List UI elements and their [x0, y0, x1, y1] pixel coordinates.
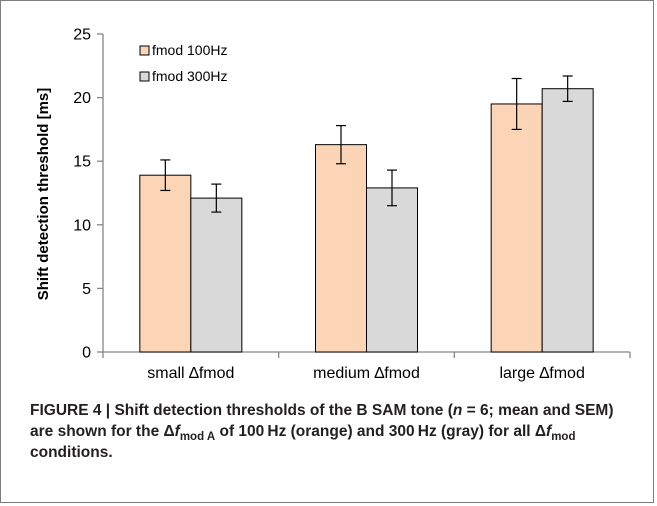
y-tick-label: 0: [82, 345, 91, 362]
legend-swatch: [139, 45, 150, 56]
bar: [490, 103, 543, 353]
caption-text-2: = 6; mean and SEM) are shown for the: [30, 402, 614, 440]
caption-text-4: conditions.: [30, 444, 113, 461]
y-tick-label: 15: [73, 154, 91, 171]
caption-delta-1: Δ: [163, 423, 175, 440]
x-category-label: medium ∆fmod: [313, 365, 420, 382]
caption-text-3: of 100 Hz (orange) and 300 Hz (gray) for…: [215, 423, 535, 440]
bar-chart: Shift detection threshold [ms] 0 5 10 15 20 2…: [35, 27, 631, 382]
x-category-label: small ∆fmod: [147, 365, 234, 382]
y-axis-title: Shift detection threshold [ms]: [35, 88, 52, 301]
bar: [190, 197, 243, 353]
caption-delta-2: Δ: [534, 423, 547, 440]
caption-figure-label: FIGURE 4 |: [30, 402, 115, 419]
y-tick-label: 25: [73, 27, 91, 44]
legend: fmod 100Hz fmod 300Hz: [139, 42, 227, 84]
y-tick-label: 20: [73, 90, 91, 107]
y-tick-label: 10: [73, 217, 91, 234]
legend-swatch: [139, 71, 150, 82]
y-tick-label: 5: [82, 281, 91, 298]
caption-sub-1: mod A: [179, 431, 216, 444]
legend-label: fmod 300Hz: [152, 68, 227, 84]
caption-text-1: Shift detection thresholds of the B SAM …: [114, 402, 453, 419]
figure-caption: FIGURE 4 | Shift detection thresholds of…: [30, 400, 640, 463]
caption-n-symbol: n: [452, 402, 463, 419]
caption-f-2: f: [546, 423, 552, 440]
legend-label: fmod 100Hz: [152, 42, 227, 58]
bar: [315, 144, 367, 353]
bars: [139, 75, 594, 353]
bar: [541, 88, 594, 353]
caption-sub-2: mod: [551, 431, 576, 444]
bar: [366, 187, 418, 353]
caption-f-1: f: [174, 423, 180, 440]
x-category-label: large ∆fmod: [499, 365, 584, 382]
bar: [139, 174, 192, 353]
